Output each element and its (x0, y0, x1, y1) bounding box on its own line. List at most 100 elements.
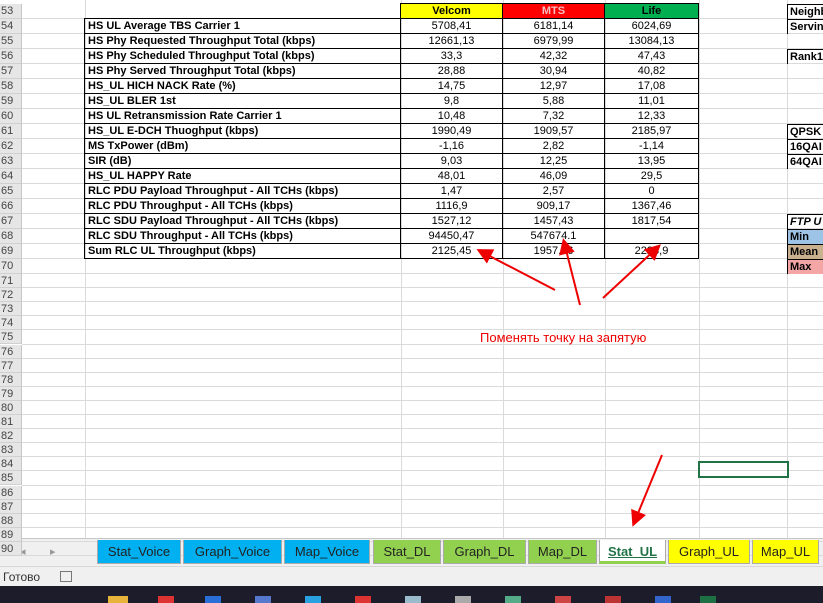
row-number: 59 (0, 94, 22, 109)
scroll-left[interactable]: ◂ (20, 546, 26, 558)
row-number: 67 (0, 214, 22, 229)
table-value: 9,03 (400, 153, 503, 169)
grid-line (22, 414, 823, 415)
row-number: 83 (0, 443, 22, 458)
row-label: Sum RLC UL Throughput (kbps) (84, 243, 401, 259)
table-value: 2125,45 (400, 243, 503, 259)
row-number: 58 (0, 79, 22, 94)
row-number: 73 (0, 302, 22, 317)
status-text: Готово (3, 570, 41, 584)
grid-line (22, 399, 823, 401)
grid-line (22, 301, 823, 303)
table-value: 2185,97 (604, 123, 699, 139)
sheet-tab[interactable]: Stat_Voice (97, 540, 181, 564)
table-value: 1,47 (400, 183, 503, 199)
grid-line (22, 371, 823, 373)
table-value: 1367,46 (604, 198, 699, 214)
table-value (604, 228, 699, 244)
grid-line (22, 343, 823, 345)
side-label: Neighb (787, 4, 823, 19)
table-value: 11,01 (604, 93, 699, 109)
table-value: 12,25 (502, 153, 605, 169)
table-value: 1817,54 (604, 213, 699, 229)
row-number: 76 (0, 344, 22, 359)
table-value: 33,3 (400, 48, 503, 64)
table-value: 1116,9 (400, 198, 503, 214)
row-number: 60 (0, 109, 22, 124)
row-number: 84 (0, 457, 22, 472)
status-bar: Готово (0, 566, 823, 586)
row-label: RLC SDU Payload Throughput - All TCHs (k… (84, 213, 401, 229)
row-number: 63 (0, 154, 22, 169)
grid-line (699, 0, 700, 538)
grid-line (401, 0, 402, 538)
table-value: 5708,41 (400, 18, 503, 34)
grid-line (22, 484, 823, 486)
sheet-tab[interactable]: Graph_Voice (183, 540, 282, 564)
row-number: 62 (0, 139, 22, 154)
table-value: 6979,99 (502, 33, 605, 49)
row-number: 78 (0, 372, 22, 387)
sheet-tab[interactable]: Map_UL (752, 540, 819, 564)
header-blank (84, 3, 401, 19)
table-value: 12661,13 (400, 33, 503, 49)
grid-line (22, 498, 823, 500)
table-value: 547674.1 (502, 228, 605, 244)
grid-line (22, 315, 823, 317)
selected-cell[interactable] (698, 461, 789, 478)
grid-line (22, 273, 823, 274)
row-label: RLC PDU Throughput - All TCHs (kbps) (84, 198, 401, 214)
sheet-tab[interactable]: Stat_DL (373, 540, 441, 564)
row-label: HS_UL HAPPY Rate (84, 168, 401, 184)
grid-line (22, 526, 823, 528)
macro-icon[interactable] (60, 571, 72, 582)
row-label: RLC SDU Throughput - All TCHs (kbps) (84, 228, 401, 244)
red-arrows (476, 238, 663, 527)
row-label: MS TxPower (dBm) (84, 138, 401, 154)
side-label: FTP U (787, 214, 823, 229)
table-value: 0 (604, 183, 699, 199)
table-value: 14,75 (400, 78, 503, 94)
row-number: 64 (0, 169, 22, 184)
table-value: 40,82 (604, 63, 699, 79)
column-header: MTS (502, 3, 605, 19)
row-label: HS Phy Served Throughput Total (kbps) (84, 63, 401, 79)
side-label: 64QAI (787, 154, 823, 169)
sheet-tab[interactable]: Map_Voice (284, 540, 370, 564)
grid-line (22, 428, 823, 430)
side-label: Rank1 (787, 49, 823, 64)
table-value: 28,88 (400, 63, 503, 79)
row-number: 90 (0, 541, 22, 556)
sheet-tab[interactable]: Stat_UL (599, 540, 666, 564)
row-number: 57 (0, 64, 22, 79)
grid-line (22, 470, 823, 472)
table-value: 7,32 (502, 108, 605, 124)
row-number: 56 (0, 49, 22, 64)
side-label: Servin (787, 19, 823, 34)
table-value: 909,17 (502, 198, 605, 214)
sheet-tab[interactable]: Map_DL (528, 540, 597, 564)
table-value: 1990,49 (400, 123, 503, 139)
side-label: QPSK (787, 124, 823, 139)
table-value: -1,16 (400, 138, 503, 154)
row-number: 70 (0, 259, 22, 274)
table-value: 17,08 (604, 78, 699, 94)
table-value: 10,48 (400, 108, 503, 124)
sheet-tab[interactable]: Graph_UL (668, 540, 750, 564)
row-number: 54 (0, 19, 22, 34)
row-number: 85 (0, 471, 22, 486)
table-value: 6024,69 (604, 18, 699, 34)
grid-line (22, 329, 823, 331)
table-value: 5,88 (502, 93, 605, 109)
table-value: 42,32 (502, 48, 605, 64)
column-header: Velcom (400, 3, 503, 19)
table-value: 6181,14 (502, 18, 605, 34)
row-label: HS UL Average TBS Carrier 1 (84, 18, 401, 34)
table-value: 47,43 (604, 48, 699, 64)
row-label: HS Phy Scheduled Throughput Total (kbps) (84, 48, 401, 64)
scroll-right[interactable]: ▸ (50, 546, 56, 558)
sheet-tab[interactable]: Graph_DL (443, 540, 526, 564)
side-label: 16QAI (787, 139, 823, 154)
table-value: 2,82 (502, 138, 605, 154)
row-number: 86 (0, 485, 22, 500)
